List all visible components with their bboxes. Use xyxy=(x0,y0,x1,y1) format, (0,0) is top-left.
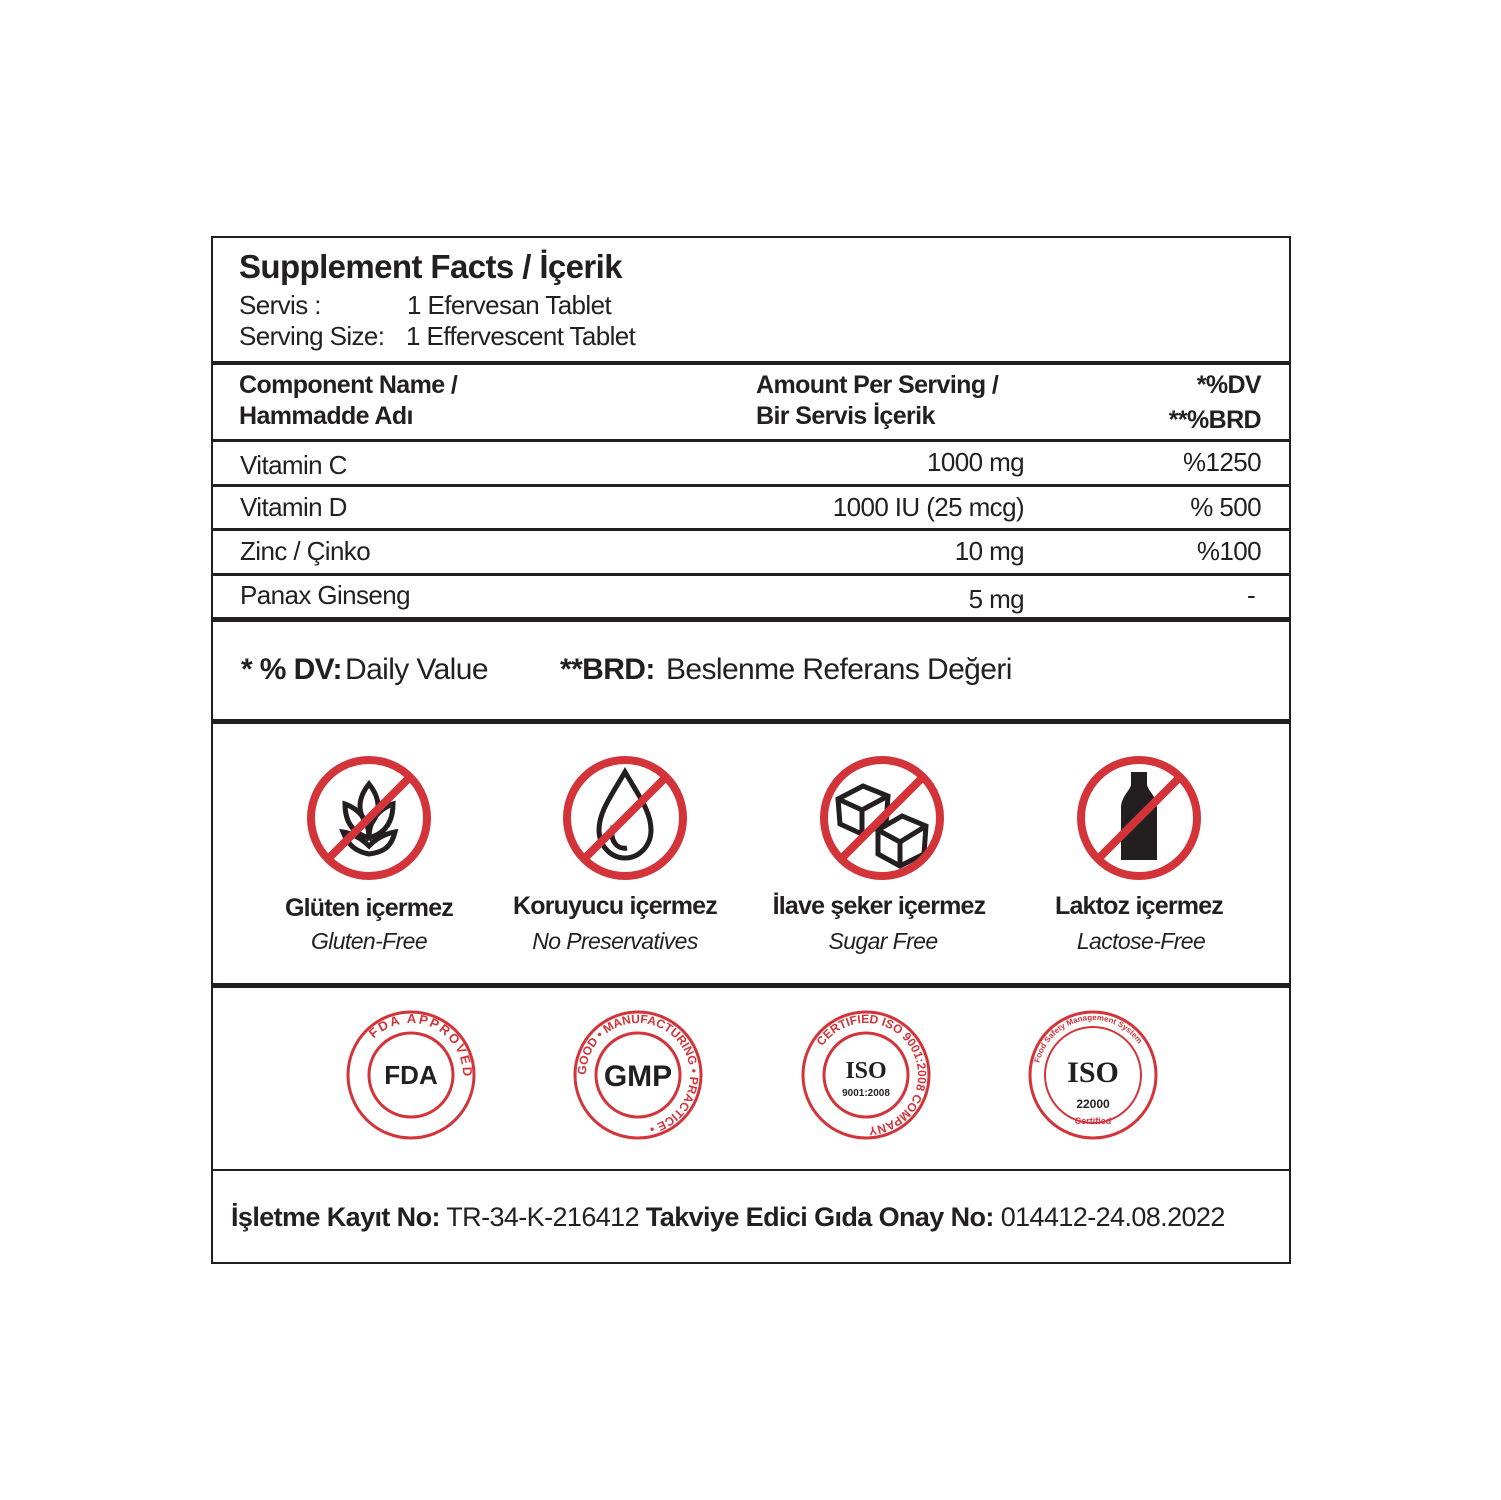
divider xyxy=(213,439,1289,442)
row-amount: 1000 IU (25 mcg) xyxy=(832,492,1025,522)
divider xyxy=(213,617,1289,622)
row-dv: %100 xyxy=(1196,536,1262,566)
gluten-free-label-tr: Glüten içermez xyxy=(284,894,454,922)
gluten-free-label-en: Gluten-Free xyxy=(310,928,428,954)
no-preservatives-label-en: No Preservatives xyxy=(532,928,698,954)
row-amount: 5 mg xyxy=(968,584,1025,614)
col-brd: **%BRD xyxy=(1168,406,1262,434)
serving-size-label: Serving Size: xyxy=(239,321,385,351)
no-gluten-icon xyxy=(307,756,431,880)
lactose-free-label-en: Lactose-Free xyxy=(1076,928,1206,954)
sugar-free-label-en: Sugar Free xyxy=(828,928,938,954)
row-name: Zinc / Çinko xyxy=(240,536,371,566)
svg-text:22000: 22000 xyxy=(1076,1097,1110,1111)
svg-text:ISO: ISO xyxy=(845,1058,886,1084)
row-name: Vitamin C xyxy=(240,450,347,480)
svg-text:ISO: ISO xyxy=(1067,1056,1119,1089)
brd-legend-key: **BRD: xyxy=(560,653,655,686)
col-name-tr: Hammadde Adı xyxy=(239,402,413,430)
col-dv: *%DV xyxy=(1196,371,1262,399)
servis-label: Servis : xyxy=(239,290,321,320)
brd-legend-value: Beslenme Referans Değeri xyxy=(666,653,1012,686)
divider xyxy=(213,719,1289,724)
approval-label: Takviye Edici Gıda Onay No: xyxy=(645,1202,995,1232)
row-dv: - xyxy=(1246,580,1256,610)
no-lactose-icon xyxy=(1077,756,1201,880)
servis-value: 1 Efervesan Tablet xyxy=(407,290,612,320)
supplement-facts-panel: Supplement Facts / İçerik Servis : 1 Efe… xyxy=(211,236,1291,1264)
divider xyxy=(213,484,1289,487)
no-sugar-icon xyxy=(820,756,944,880)
col-amount-en: Amount Per Serving / xyxy=(756,371,999,399)
gmp-badge: GOOD • MANUFACTURING • PRACTICE • GMP xyxy=(573,1010,703,1140)
panel-title: Supplement Facts / İçerik xyxy=(239,248,623,285)
no-preservatives-icon xyxy=(563,756,687,880)
row-dv: %1250 xyxy=(1183,447,1262,477)
svg-text:9001:2008: 9001:2008 xyxy=(842,1088,890,1099)
approval-value: 014412-24.08.2022 xyxy=(1000,1202,1226,1232)
row-name: Vitamin D xyxy=(240,492,347,522)
row-amount: 10 mg xyxy=(954,536,1025,566)
divider xyxy=(213,1169,1289,1171)
fda-approved-badge: FDA APPROVED FDA xyxy=(346,1010,476,1140)
lactose-free-label-tr: Laktoz içermez xyxy=(1054,892,1224,920)
svg-text:GMP: GMP xyxy=(604,1060,672,1093)
divider xyxy=(213,983,1289,988)
dv-legend-value: Daily Value xyxy=(345,653,489,686)
registration-label: İşletme Kayıt No: xyxy=(231,1202,440,1232)
row-amount: 1000 mg xyxy=(927,447,1025,477)
svg-text:Certified: Certified xyxy=(1075,1116,1112,1126)
iso-9001-badge: CERTIFIED ISO 9001:2008 COMPANY ISO 9001… xyxy=(801,1010,931,1140)
svg-text:FDA: FDA xyxy=(384,1060,438,1090)
divider xyxy=(213,528,1289,531)
serving-size-value: 1 Effervescent Tablet xyxy=(406,321,636,351)
dv-legend-key: * % DV: xyxy=(241,653,342,686)
sugar-free-label-tr: İlave şeker içermez xyxy=(772,892,987,920)
row-dv: % 500 xyxy=(1190,492,1261,522)
registration-footer: İşletme Kayıt No: TR-34-K-216412 Takviye… xyxy=(231,1202,1225,1233)
col-amount-tr: Bir Servis İçerik xyxy=(756,402,935,430)
no-preservatives-label-tr: Koruyucu içermez xyxy=(513,892,718,920)
row-name: Panax Ginseng xyxy=(240,580,411,610)
col-name-en: Component Name / xyxy=(239,371,458,399)
iso-22000-badge: Food Safety Management System ISO 22000 … xyxy=(1028,1010,1158,1140)
divider xyxy=(213,573,1289,576)
registration-value: TR-34-K-216412 xyxy=(446,1202,639,1232)
divider xyxy=(213,361,1289,365)
